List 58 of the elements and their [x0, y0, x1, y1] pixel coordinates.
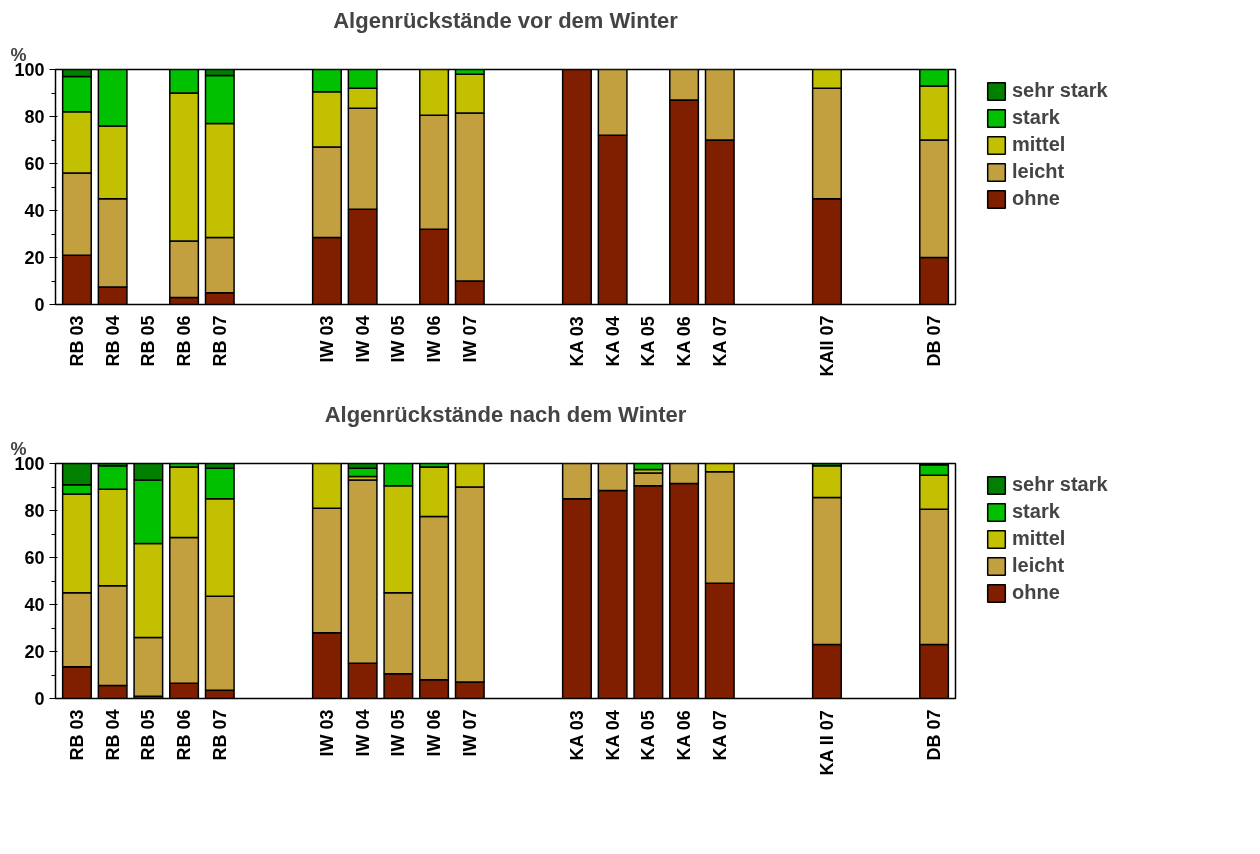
- x-tick-label: RB 04: [102, 709, 123, 761]
- x-tick-label: KA 06: [674, 710, 695, 761]
- legend-label: ohne: [1012, 187, 1060, 210]
- y-tick-label: 0: [34, 689, 45, 709]
- x-tick-label: IW 04: [352, 315, 373, 363]
- legend-label: ohne: [1012, 581, 1060, 604]
- x-tick-label: KA 04: [602, 316, 623, 367]
- y-tick-label: 20: [24, 642, 45, 662]
- x-tick-label: RB 06: [174, 315, 195, 367]
- x-tick-label: RB 07: [209, 315, 230, 367]
- legend-label: leicht: [1012, 160, 1065, 183]
- x-tick-label: IW 03: [316, 709, 337, 757]
- legend-label: mittel: [1012, 133, 1066, 156]
- x-tick-label: IW 04: [352, 709, 373, 757]
- x-tick-label: IW 05: [388, 709, 409, 757]
- x-tick-label: IW 03: [316, 315, 337, 363]
- chart-title: Algenrückstände vor dem Winter: [333, 7, 679, 33]
- y-tick-label: 80: [24, 501, 45, 521]
- x-tick-label: RB 06: [174, 709, 195, 761]
- x-tick-label: KA 03: [566, 710, 587, 761]
- x-tick-label: KA 07: [709, 710, 730, 761]
- legend-label: stark: [1012, 500, 1060, 523]
- x-tick-label: DB 07: [924, 315, 945, 367]
- legend-label: mittel: [1012, 527, 1066, 550]
- x-tick-label: RB 04: [102, 315, 123, 367]
- x-tick-label: RB 05: [138, 315, 159, 367]
- y-tick-label: 100: [14, 60, 45, 80]
- y-tick-label: 100: [14, 454, 45, 474]
- x-tick-label: IW 06: [424, 709, 445, 757]
- x-tick-label: KA 04: [602, 710, 623, 761]
- x-tick-label: KA 05: [638, 710, 659, 761]
- x-tick-label: DB 07: [924, 709, 945, 761]
- legend-label: sehr stark: [1012, 473, 1108, 496]
- y-tick-label: 60: [24, 154, 45, 174]
- y-tick-label: 80: [24, 107, 45, 127]
- y-tick-label: 60: [24, 548, 45, 568]
- x-tick-label: KA 07: [709, 316, 730, 367]
- x-tick-label: RB 03: [66, 709, 87, 761]
- legend-label: leicht: [1012, 554, 1065, 577]
- x-tick-label: KA 06: [674, 316, 695, 367]
- x-tick-label: KA II 07: [816, 710, 837, 776]
- x-tick-label: IW 07: [459, 315, 480, 363]
- y-tick-label: 40: [24, 595, 45, 615]
- legend-label: stark: [1012, 106, 1060, 129]
- x-tick-label: RB 07: [209, 709, 230, 761]
- y-tick-label: 40: [24, 201, 45, 221]
- legend-label: sehr stark: [1012, 79, 1108, 102]
- y-tick-label: 20: [24, 248, 45, 268]
- x-tick-label: KA 03: [566, 316, 587, 367]
- x-tick-label: RB 05: [138, 709, 159, 761]
- x-tick-label: KAII 07: [816, 315, 837, 377]
- y-tick-label: 0: [34, 295, 45, 315]
- x-tick-label: IW 05: [388, 315, 409, 363]
- chart-title: Algenrückstände nach dem Winter: [324, 401, 687, 427]
- x-tick-label: RB 03: [66, 315, 87, 367]
- x-tick-label: IW 07: [459, 709, 480, 757]
- x-tick-label: IW 06: [424, 315, 445, 363]
- x-tick-label: KA 05: [638, 316, 659, 367]
